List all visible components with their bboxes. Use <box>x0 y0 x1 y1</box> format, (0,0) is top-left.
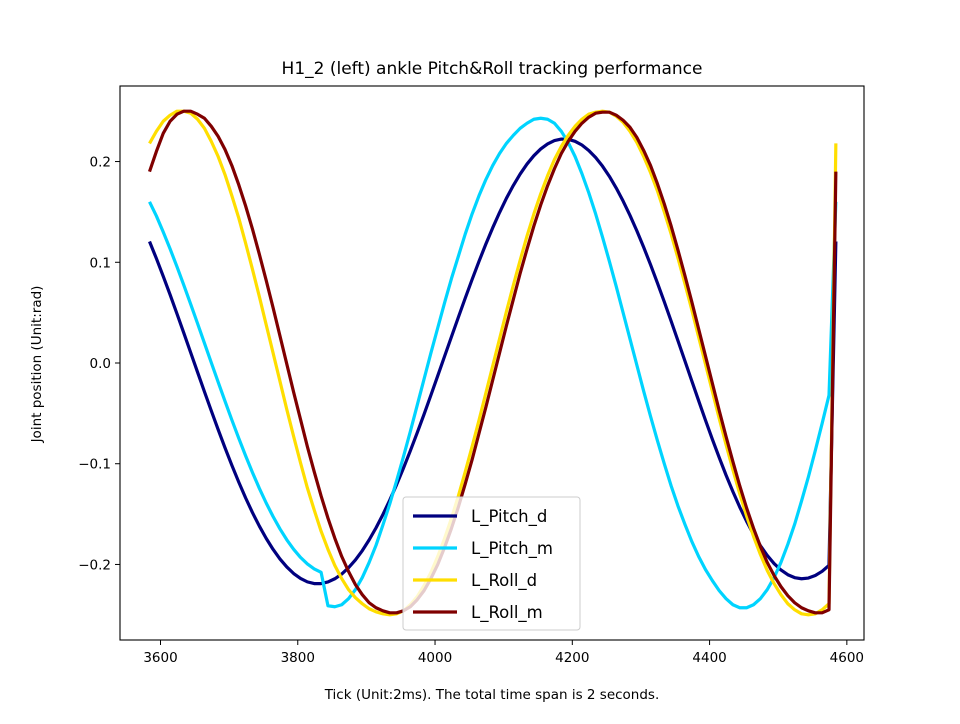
x-tick-label: 3800 <box>281 650 315 666</box>
series-line-l-pitch-m <box>148 116 838 610</box>
series-lines <box>147 109 838 617</box>
x-tick-label: 4600 <box>830 650 864 666</box>
legend-label: L_Roll_d <box>471 571 537 591</box>
legend: L_Pitch_d L_Pitch_m L_Roll_d L_Roll_m <box>402 496 581 631</box>
x-axis-label: Tick (Unit:2ms). The total time span is … <box>324 687 660 703</box>
x-tick-label: 4000 <box>418 650 452 666</box>
legend-box <box>402 496 581 631</box>
y-tick-label: 0.0 <box>90 356 111 372</box>
x-tick-label: 4400 <box>692 650 726 666</box>
y-tick-label: 0.1 <box>90 255 111 271</box>
series-line-l-roll-d <box>148 109 838 617</box>
chart-title: H1_2 (left) ankle Pitch&Roll tracking pe… <box>282 59 703 79</box>
x-tick-label: 3600 <box>143 650 177 666</box>
legend-label: L_Roll_m <box>471 603 543 623</box>
y-tick-label: −0.1 <box>78 457 111 473</box>
x-tick-label: 4200 <box>555 650 589 666</box>
y-tick-label: 0.2 <box>90 155 111 171</box>
series-line-l-roll-m <box>147 109 838 615</box>
legend-label: L_Pitch_d <box>471 507 547 527</box>
legend-label: L_Pitch_m <box>471 539 553 559</box>
series-line-l-pitch-d <box>148 137 838 586</box>
plot-area: 3600 3800 4000 4200 4400 4600 −0.2 −0.1 0.0 0.1 0.… <box>78 85 865 666</box>
y-tick-label: −0.2 <box>78 557 111 573</box>
y-axis-label: Joint position (Unit:rad) <box>29 286 45 444</box>
